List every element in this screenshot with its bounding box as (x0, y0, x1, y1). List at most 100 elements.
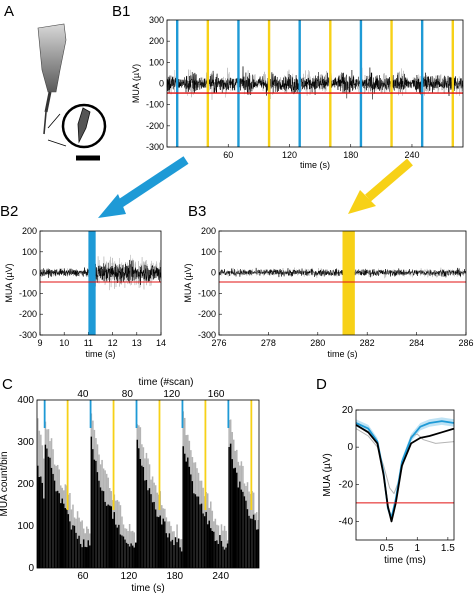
c-bar (202, 513, 204, 568)
c-bar (237, 487, 240, 568)
c-bar (180, 551, 183, 568)
c-bar (214, 541, 217, 568)
c-bar (150, 494, 152, 568)
c-top-tick-label: 80 (122, 389, 134, 400)
y-tick-label: 200 (17, 479, 34, 490)
x-tick-label: 120 (121, 571, 138, 582)
c-bar (151, 502, 154, 568)
y-tick-label: -200 (146, 121, 164, 131)
c-bar (157, 517, 160, 568)
panel-label-d: D (316, 376, 327, 393)
c-bar-grey (81, 520, 83, 568)
c-bar (162, 518, 165, 568)
b2-trace (39, 258, 162, 285)
x-tick-label: 280 (310, 338, 325, 348)
c-bar (82, 539, 85, 568)
chart-b1: MUA (µV) time (s) -300 -200 -100 0 100 200 300… (131, 15, 464, 170)
c-bar (121, 535, 123, 568)
callout-arrows (98, 156, 413, 218)
x-tick-label: 11 (84, 338, 93, 348)
chart-d: MUA (µV) time (ms) -40 -20 0 20 0.5 1 1.5 (322, 405, 455, 566)
c-bar (173, 545, 175, 568)
c-bar (167, 537, 169, 568)
y-tick-label: 200 (201, 226, 216, 236)
y-tick-label: -300 (19, 330, 37, 340)
c-bar (56, 490, 59, 568)
c-bar (145, 479, 148, 568)
c-bar (188, 466, 191, 568)
c-bar (165, 533, 168, 568)
chart-c: MUA count/bin time (s) time (#scan) 0 100… (0, 377, 260, 593)
c-bar (112, 518, 114, 568)
c-bar (113, 512, 116, 568)
c-bar (177, 538, 180, 568)
c-bar (243, 496, 246, 568)
panel-label-a: A (4, 3, 14, 20)
x-tick-label: 278 (261, 338, 276, 348)
y-tick-label: 0 (347, 442, 353, 453)
c-bar (142, 467, 145, 568)
c-x-axis-label: time (s) (131, 583, 164, 593)
c-bar (194, 494, 197, 568)
y-tick-label: 400 (17, 395, 34, 406)
c-bar (79, 543, 82, 568)
panel-label-c: C (2, 376, 13, 393)
c-bar (72, 525, 74, 568)
c-bar (156, 516, 158, 568)
y-tick-label: 0 (159, 79, 164, 89)
x-tick-label: 240 (404, 150, 419, 160)
c-bar (236, 472, 238, 568)
c-bar (95, 460, 97, 568)
c-bar (131, 545, 134, 568)
plot-frame (355, 409, 455, 541)
x-tick-label: 286 (458, 338, 473, 348)
c-bar (171, 539, 174, 568)
c-top-tick-label: 40 (77, 389, 89, 400)
x-tick-label: 13 (132, 338, 142, 348)
chart-b3: MUA (µV) time (s) -300 -200 -100 0 100 200 276… (183, 226, 474, 359)
c-bar (44, 444, 47, 568)
c-bar (153, 501, 155, 568)
c-bar (213, 531, 215, 568)
c-bar-grey (223, 525, 226, 568)
c-y-axis-label: MUA count/bin (0, 451, 10, 516)
blue-arrow-head (98, 194, 126, 218)
c-bar (50, 467, 53, 568)
y-tick-label: 200 (22, 226, 37, 236)
d-x-axis-label: time (ms) (384, 555, 426, 566)
x-tick-label: 9 (37, 338, 42, 348)
y-tick-label: 20 (342, 405, 354, 416)
c-bar (245, 500, 247, 568)
c-bar (205, 511, 207, 568)
panel-label-b1: B1 (112, 3, 130, 20)
c-bar (102, 491, 105, 568)
c-bar (144, 480, 146, 568)
b1-x-axis-label: time (s) (300, 160, 330, 170)
c-bar (228, 447, 230, 568)
c-bar (73, 525, 76, 568)
c-bar (115, 524, 117, 568)
c-bar (64, 508, 67, 568)
x-tick-label: 276 (211, 338, 226, 348)
c-bar (49, 457, 51, 568)
c-bar (179, 547, 181, 568)
c-bar (251, 518, 253, 568)
b2-y-axis-label: MUA (µV) (4, 263, 14, 302)
c-bar (232, 468, 235, 568)
c-bar (84, 546, 86, 568)
x-tick-label: 120 (282, 150, 297, 160)
c-bar (216, 540, 218, 568)
c-bar (89, 545, 91, 568)
c-bar (199, 504, 201, 568)
c-bar (203, 516, 206, 568)
c-bar (124, 539, 126, 568)
c-bar (211, 530, 214, 568)
c-top-tick-label: 160 (208, 389, 225, 400)
x-tick-label: 1 (414, 543, 420, 554)
c-bar (176, 542, 178, 568)
y-tick-label: 100 (201, 247, 216, 257)
b1-y-axis-label: MUA (µV) (131, 64, 141, 103)
c-bar (148, 488, 151, 568)
c-bar (222, 546, 224, 568)
c-bar (98, 480, 100, 568)
